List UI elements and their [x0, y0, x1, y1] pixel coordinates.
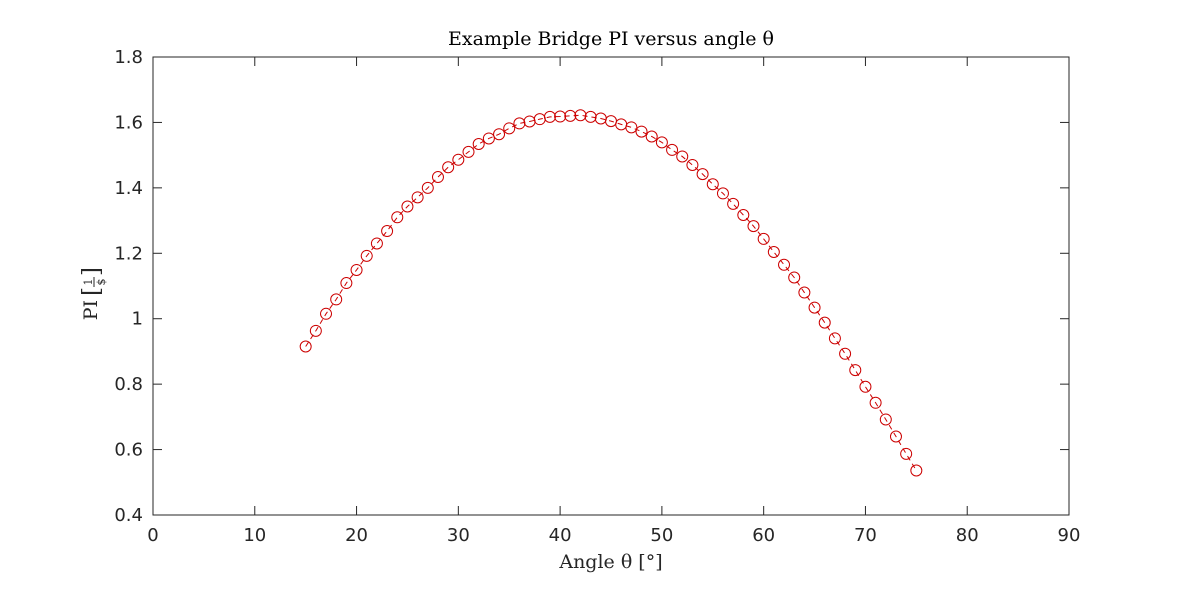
- data-point: [808, 301, 821, 314]
- y-tick-label: 0.8: [114, 374, 143, 395]
- data-point: [849, 364, 862, 377]
- data-point: [727, 197, 740, 210]
- data-point: [686, 158, 699, 171]
- data-point: [554, 110, 567, 123]
- data-point: [462, 145, 475, 158]
- data-point: [320, 307, 333, 320]
- x-tick-label: 70: [854, 525, 877, 546]
- y-axis-label: PI [ 1 $ ]: [79, 267, 108, 320]
- y-tick-label: 0.4: [114, 505, 143, 526]
- series-line: [305, 114, 917, 471]
- data-point: [839, 347, 852, 360]
- y-axis-label-bracket-right: ]: [79, 267, 105, 276]
- data-point: [889, 430, 902, 443]
- data-point: [645, 130, 658, 143]
- chart-title: Example Bridge PI versus angle θ: [448, 28, 774, 50]
- x-tick-label: 90: [1058, 525, 1081, 546]
- data-point: [493, 128, 506, 141]
- data-point: [910, 464, 923, 477]
- y-axis-label-prefix: PI: [80, 300, 102, 320]
- data-point: [666, 143, 679, 156]
- y-tick-label: 1.8: [114, 47, 143, 68]
- data-point: [716, 187, 729, 200]
- data-point: [879, 413, 892, 426]
- x-tick-label: 50: [650, 525, 673, 546]
- data-point: [391, 211, 404, 224]
- series-layer: [299, 109, 923, 477]
- data-point: [472, 138, 485, 151]
- data-point: [340, 277, 353, 290]
- y-axis-label-bracket-left: [: [79, 287, 105, 296]
- data-point: [299, 340, 312, 353]
- data-point: [706, 178, 719, 191]
- data-point: [543, 110, 556, 123]
- data-point: [828, 332, 841, 345]
- data-point: [869, 396, 882, 409]
- data-point: [859, 380, 872, 393]
- x-tick-label: 30: [447, 525, 470, 546]
- data-point: [818, 316, 831, 329]
- data-point: [625, 121, 638, 134]
- x-tick-label: 80: [956, 525, 979, 546]
- y-tick-label: 1.6: [114, 112, 143, 133]
- data-point: [381, 225, 394, 238]
- data-point: [798, 286, 811, 299]
- data-point: [360, 249, 373, 262]
- data-point: [370, 237, 383, 250]
- data-point: [330, 293, 343, 306]
- data-point: [900, 447, 913, 460]
- data-point: [421, 181, 434, 194]
- data-point: [778, 258, 791, 271]
- data-point: [431, 171, 444, 184]
- x-tick-label: 10: [243, 525, 266, 546]
- plot-area: [152, 56, 1070, 516]
- data-point: [635, 125, 648, 138]
- y-tick-label: 1.4: [114, 178, 143, 199]
- data-point: [482, 132, 495, 145]
- data-point: [564, 109, 577, 122]
- data-point: [676, 150, 689, 163]
- y-tick-label: 0.6: [114, 440, 143, 461]
- data-point: [309, 324, 322, 337]
- axis-ticks: 0 10 20 30 40 50 60 70 80 90 0.4 0.6 0.8 1 1.2 1.4 1.6 1.…: [114, 47, 1080, 546]
- x-tick-label: 40: [549, 525, 572, 546]
- data-point: [655, 136, 668, 149]
- data-point: [401, 200, 414, 213]
- data-point: [503, 122, 516, 135]
- y-tick-label: 1.2: [114, 243, 143, 264]
- data-point: [737, 209, 750, 222]
- data-point: [452, 153, 465, 166]
- y-axis-label-numerator: 1: [82, 279, 95, 286]
- data-point: [747, 220, 760, 233]
- data-point: [584, 110, 597, 123]
- data-point: [411, 191, 424, 204]
- x-tick-label: 0: [147, 525, 158, 546]
- data-point: [788, 271, 801, 284]
- data-point: [767, 245, 780, 258]
- data-point: [350, 263, 363, 276]
- data-point: [574, 109, 587, 122]
- x-axis-label: Angle θ [°]: [558, 551, 662, 573]
- data-point: [696, 168, 709, 181]
- x-tick-label: 60: [752, 525, 775, 546]
- data-point: [757, 232, 770, 245]
- data-point: [442, 161, 455, 174]
- y-tick-label: 1: [132, 309, 143, 330]
- x-tick-label: 20: [345, 525, 368, 546]
- y-axis-label-denominator: $: [95, 279, 108, 286]
